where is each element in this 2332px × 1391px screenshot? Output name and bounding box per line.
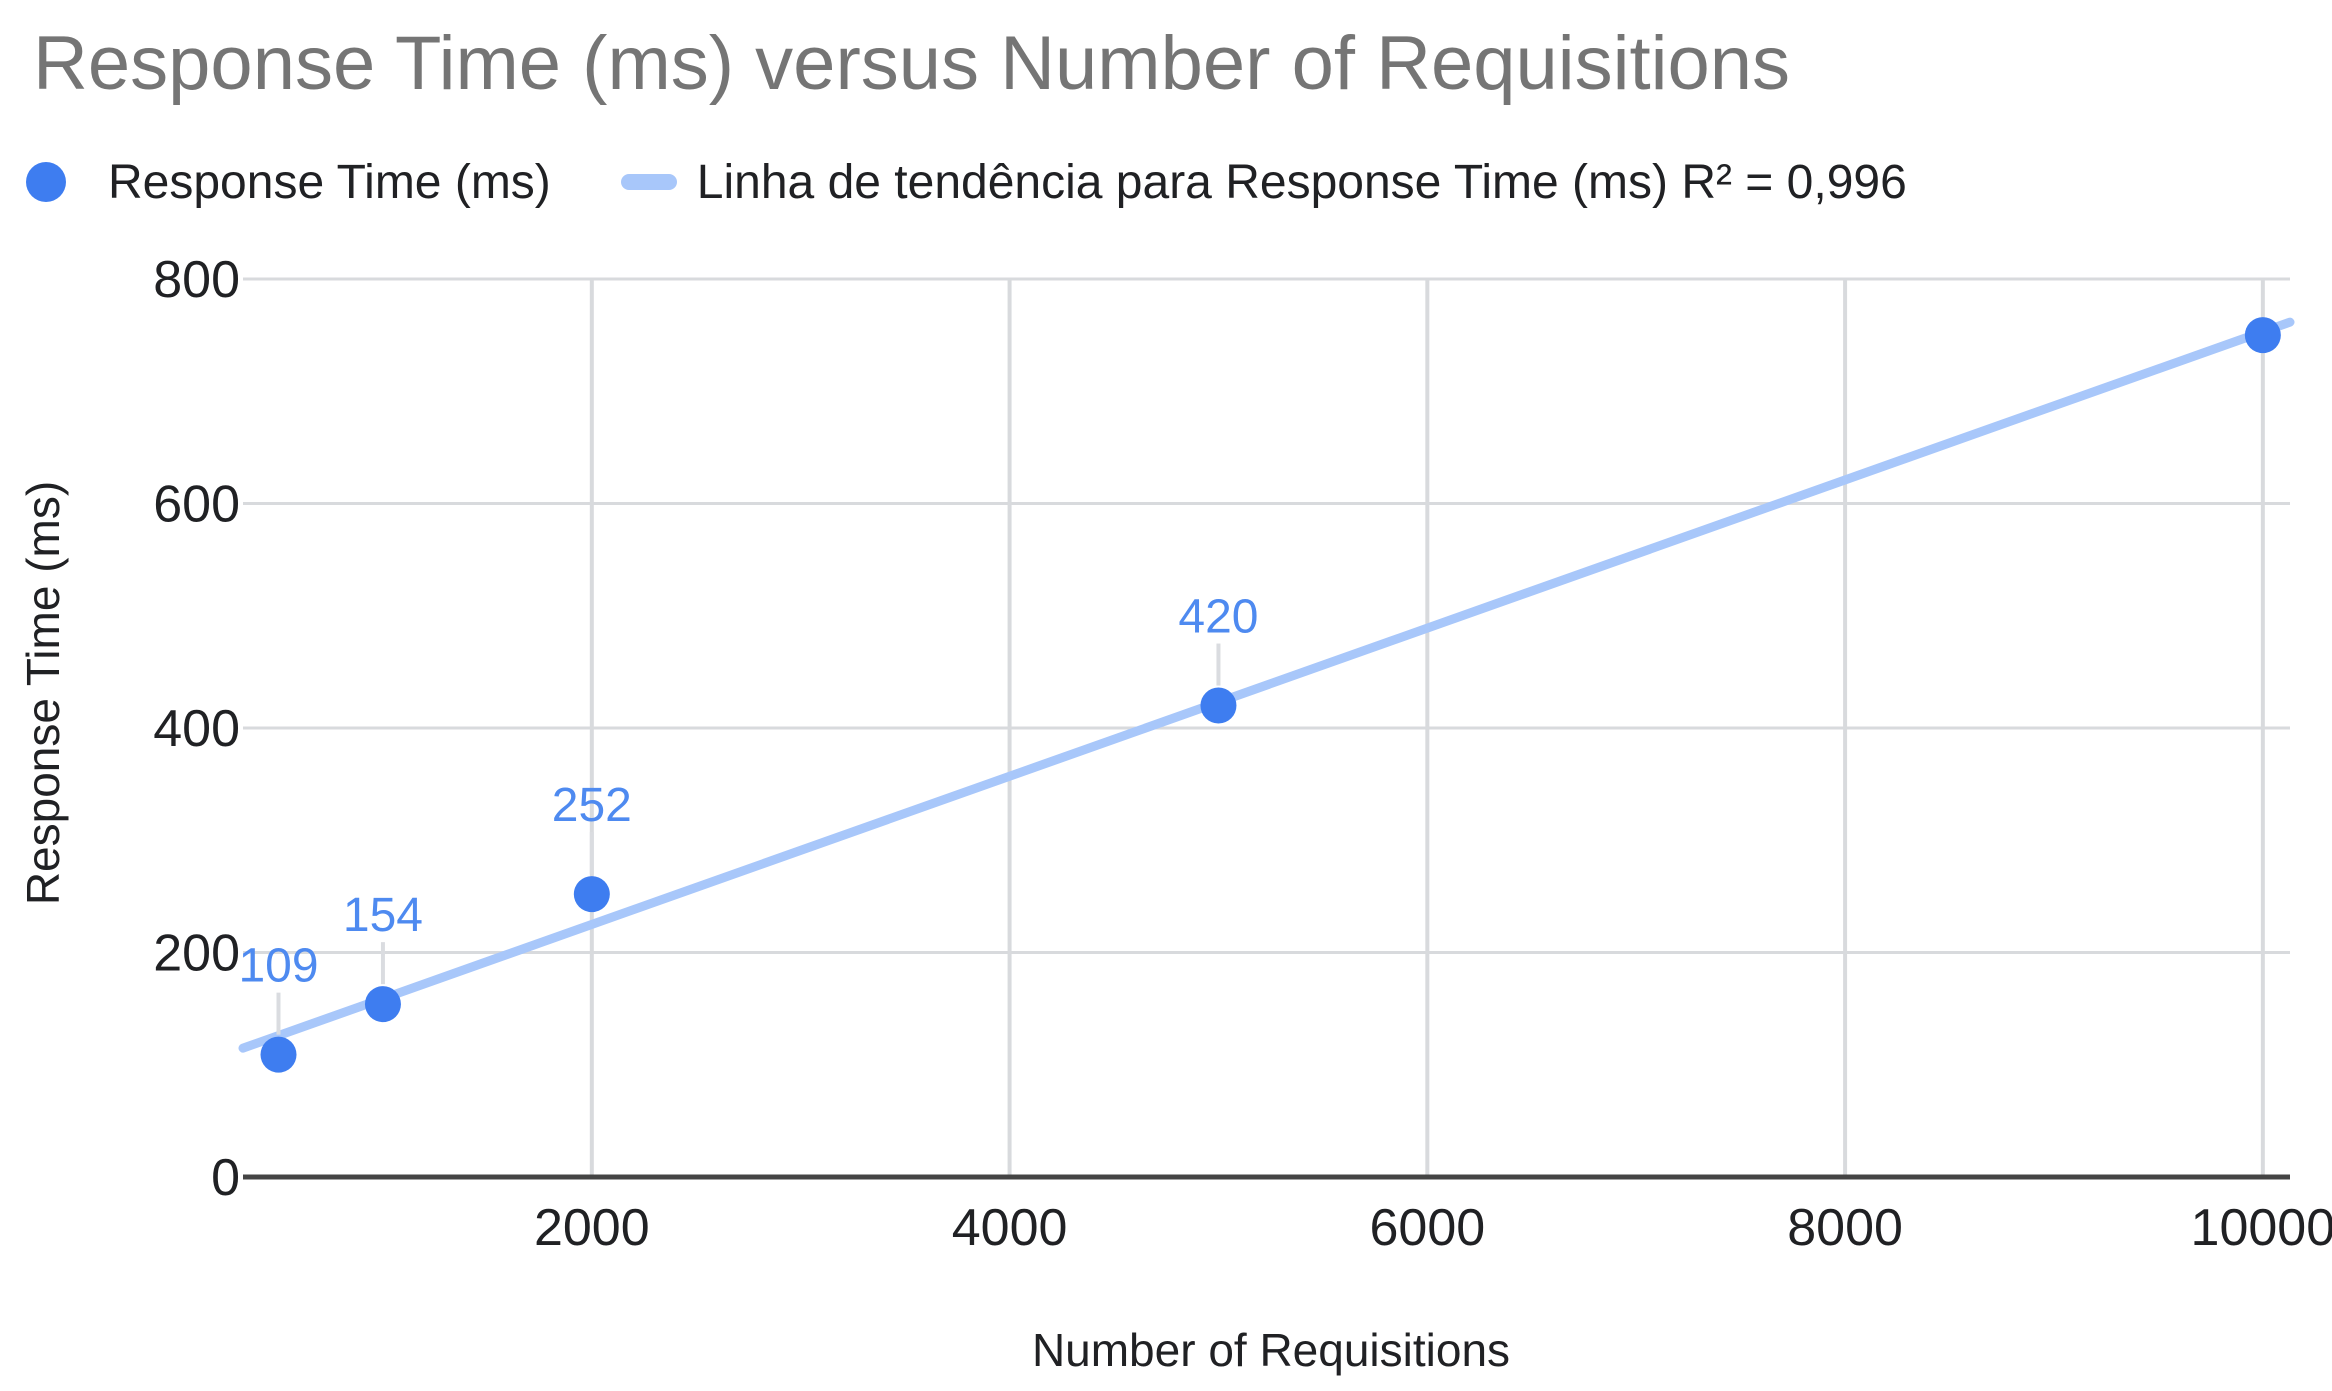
legend-series-label: Response Time (ms) [108, 155, 551, 209]
data-point-label: 154 [343, 889, 423, 942]
data-point-label: 420 [1178, 591, 1258, 644]
x-tick-label: 4000 [952, 1199, 1068, 1257]
data-point[interactable] [2244, 317, 2281, 354]
data-point-label: 109 [238, 940, 318, 993]
series-swatch-icon [26, 162, 66, 202]
legend-item-trendline[interactable]: Linha de tendência para Response Time (m… [620, 155, 1907, 210]
trendline-swatch-icon [620, 174, 677, 190]
y-tick-label: 200 [153, 925, 240, 983]
data-point[interactable] [573, 876, 610, 913]
data-point[interactable] [364, 986, 401, 1023]
data-point[interactable] [260, 1036, 297, 1073]
y-tick-label: 600 [153, 476, 240, 534]
chart-title: Response Time (ms) versus Number of Requ… [33, 21, 1791, 106]
y-tick-label: 400 [153, 700, 240, 758]
data-point[interactable] [1200, 687, 1237, 724]
x-tick-label: 2000 [534, 1199, 650, 1257]
y-tick-label: 800 [153, 251, 240, 309]
x-tick-label: 10000 [2191, 1199, 2332, 1257]
legend-item-series[interactable]: Response Time (ms) [26, 155, 551, 210]
x-axis-title: Number of Requisitions [1032, 1324, 1510, 1376]
legend-trendline-label: Linha de tendência para Response Time (m… [696, 155, 1907, 209]
x-tick-label: 6000 [1369, 1199, 1485, 1257]
legend: Response Time (ms) Linha de tendência pa… [26, 153, 1907, 211]
trendline[interactable] [238, 317, 2295, 1053]
data-point-label: 252 [552, 779, 632, 832]
y-tick-label: 0 [211, 1149, 240, 1207]
x-tick-label: 8000 [1787, 1199, 1903, 1257]
y-axis-title: Response Time (ms) [17, 481, 69, 905]
